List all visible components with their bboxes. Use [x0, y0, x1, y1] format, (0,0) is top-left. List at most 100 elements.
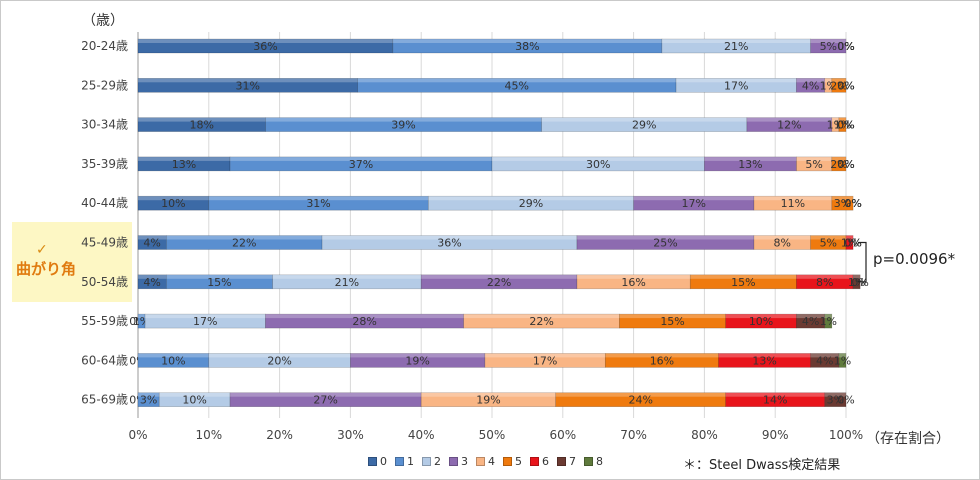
legend-swatch	[368, 457, 377, 466]
bar-segment	[321, 235, 578, 250]
bar-segment	[831, 78, 847, 93]
data-label: 5%	[820, 237, 837, 250]
data-label: 2%	[830, 79, 847, 92]
data-label: 22%	[529, 315, 553, 328]
data-label: 13%	[752, 354, 776, 367]
legend-swatch	[584, 457, 593, 466]
data-label: 31%	[306, 197, 330, 210]
bar-segment	[838, 117, 847, 132]
bar-segment	[824, 392, 847, 408]
legend-label: 5	[515, 455, 522, 468]
bar-segment	[137, 78, 358, 93]
category-label: 35-39歳	[81, 157, 128, 171]
bar-segment-highlight	[725, 314, 797, 319]
data-label: 0%	[844, 197, 861, 210]
data-label: 31%	[236, 79, 260, 92]
bar-segment	[845, 235, 854, 250]
bar-segment-highlight	[138, 196, 209, 201]
legend-swatch	[476, 457, 485, 466]
category-label: 40-44歳	[81, 196, 128, 210]
data-label: 37%	[349, 158, 373, 171]
category-label: 45-49歳	[81, 236, 128, 250]
bar-segment-highlight	[138, 274, 167, 279]
legend-item: 4	[476, 455, 495, 468]
data-label: 1%	[834, 354, 851, 367]
category-label: 20-24歳	[81, 39, 128, 53]
data-label: 10%	[749, 315, 773, 328]
bar-segment-highlight	[824, 78, 832, 83]
bar-segment-highlight	[576, 274, 691, 279]
data-label: 0%	[844, 237, 861, 250]
data-label: 0%	[837, 119, 854, 132]
data-label: 27%	[313, 394, 337, 407]
data-label: 4%	[802, 315, 819, 328]
data-label: 0%	[837, 79, 854, 92]
bar-segment	[350, 353, 486, 368]
bar-segment-highlight	[796, 156, 832, 161]
x-tick-label: 70%	[620, 428, 647, 442]
bar-segment-highlight	[676, 78, 797, 83]
data-label: 36%	[253, 40, 277, 53]
bar-segment-highlight	[718, 353, 811, 358]
data-label: 36%	[437, 237, 461, 250]
data-label: 19%	[476, 394, 500, 407]
data-label: 17%	[724, 79, 748, 92]
data-label: 0%	[837, 79, 854, 92]
category-label: 60-64歳	[81, 353, 128, 367]
data-label: 1%	[841, 237, 858, 250]
bar-segment-highlight	[831, 117, 839, 122]
x-tick-label: 100%	[829, 428, 863, 442]
bar-segment-highlight	[831, 78, 846, 83]
bar-segment-highlight	[796, 78, 825, 83]
category-label: 30-34歳	[81, 118, 128, 132]
legend-item: 7	[557, 455, 576, 468]
bar-segment-highlight	[831, 196, 854, 201]
bar-segment-highlight	[166, 235, 323, 240]
data-label: 0%	[837, 158, 854, 171]
bar-segment-highlight	[753, 196, 832, 201]
data-label: 10%	[182, 394, 206, 407]
legend: 0 1 2 3 4 5 6 7 8	[368, 455, 603, 468]
data-label: 14%	[763, 394, 787, 407]
bar-segment-highlight	[690, 274, 797, 279]
bar-segment-highlight	[392, 39, 662, 43]
data-label: 8%	[774, 237, 791, 250]
legend-label: 4	[488, 455, 495, 468]
legend-label: 0	[380, 455, 387, 468]
data-label: 38%	[515, 40, 539, 53]
data-label: 45%	[505, 79, 529, 92]
data-label: 21%	[724, 40, 748, 53]
legend-swatch	[557, 457, 566, 466]
data-label: 15%	[207, 276, 231, 289]
significance-bracket	[858, 241, 867, 283]
data-label: 3%	[827, 394, 844, 407]
data-label: 0%	[837, 40, 854, 53]
x-unit-label: （存在割合）	[866, 431, 950, 447]
data-label: 22%	[232, 237, 256, 250]
legend-item: 8	[584, 455, 603, 468]
data-label: 0%	[837, 119, 854, 132]
data-label: 0%	[837, 40, 854, 53]
data-label: 18%	[189, 119, 213, 132]
bar-segment-highlight	[463, 314, 620, 319]
legend-item: 0	[368, 455, 387, 468]
data-label: 25%	[653, 237, 677, 250]
data-label: 0%	[837, 119, 854, 132]
x-tick-label: 40%	[408, 428, 435, 442]
legend-label: 7	[569, 455, 576, 468]
bar-segment-highlight	[810, 39, 846, 43]
data-label: 1%	[820, 315, 837, 328]
category-label: 25-29歳	[81, 78, 128, 92]
data-label: 0%	[837, 158, 854, 171]
data-label: 5%	[820, 40, 837, 53]
data-label: 20%	[267, 354, 291, 367]
bar-segment-highlight	[753, 235, 811, 240]
bar-segment-highlight	[272, 274, 422, 279]
bar-segment	[838, 353, 847, 368]
category-label: 65-69歳	[81, 393, 128, 407]
bar-segment-highlight	[265, 117, 542, 122]
bar-segment-highlight	[810, 235, 846, 240]
data-label: 10%	[161, 354, 185, 367]
data-label: 0%	[837, 40, 854, 53]
data-label: 11%	[781, 197, 805, 210]
